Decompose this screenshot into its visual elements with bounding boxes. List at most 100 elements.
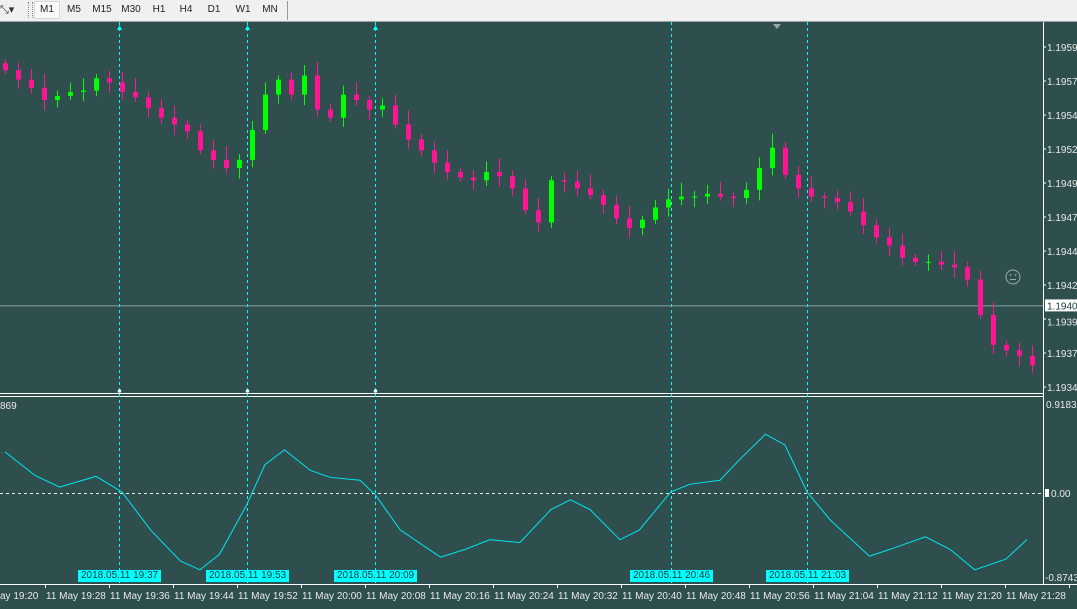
oscillator-line bbox=[4, 433, 1028, 571]
vline-top-marker[interactable] bbox=[373, 25, 378, 30]
candle-body bbox=[523, 188, 528, 211]
chart-tool-dropdown-icon[interactable]: ⤡▾ bbox=[0, 3, 15, 16]
time-label: 11 May 21:28 bbox=[1006, 591, 1066, 602]
time-label: 11 May 20:00 bbox=[302, 591, 362, 602]
timeframe-h1[interactable]: H1 bbox=[152, 4, 166, 15]
chart-shift-triangle-icon[interactable] bbox=[773, 24, 781, 29]
indicator-zero-marker bbox=[1045, 489, 1049, 497]
candle-body bbox=[484, 172, 489, 181]
candle-body bbox=[42, 87, 47, 101]
timeframe-m5[interactable]: M5 bbox=[67, 4, 81, 15]
candle-body bbox=[874, 225, 879, 238]
candle-body bbox=[302, 75, 307, 95]
candle-body bbox=[315, 75, 320, 110]
time-label: ay 19:20 bbox=[0, 591, 39, 602]
timeframe-toolbar: ⤡▾ M1 M5 M15 M30 H1 H4 D1 W1 MN bbox=[0, 0, 1077, 22]
candle-body bbox=[289, 79, 294, 95]
candle-body bbox=[757, 168, 762, 190]
price-tick-label: 1.1959 bbox=[1047, 43, 1077, 54]
time-label: 11 May 19:52 bbox=[238, 591, 298, 602]
timeframe-w1[interactable]: W1 bbox=[235, 4, 251, 15]
vline-bottom-marker[interactable] bbox=[373, 389, 378, 393]
price-tick-label: 1.1934 bbox=[1047, 383, 1077, 394]
candle-body bbox=[705, 193, 710, 197]
candle-body bbox=[978, 279, 983, 315]
candle-body bbox=[601, 195, 606, 205]
time-label: 11 May 21:20 bbox=[942, 591, 1002, 602]
time-label: 11 May 20:40 bbox=[622, 591, 682, 602]
oscillator-points bbox=[5, 434, 1027, 570]
vline-bottom-marker[interactable] bbox=[245, 389, 250, 393]
time-label: 11 May 19:44 bbox=[174, 591, 234, 602]
candle-body bbox=[1030, 355, 1035, 366]
candle-body bbox=[991, 314, 996, 345]
time-axis-ticks bbox=[45, 584, 1070, 588]
candle-body bbox=[94, 78, 99, 91]
candle-body bbox=[237, 159, 242, 169]
candle-body bbox=[887, 237, 892, 246]
candle-body bbox=[770, 147, 775, 169]
indicator-axis-max: 0.9183 bbox=[1046, 400, 1077, 411]
candle-body bbox=[406, 124, 411, 140]
candle-body bbox=[1017, 350, 1022, 356]
timeframe-m1[interactable]: M1 bbox=[34, 1, 60, 19]
candle-body bbox=[536, 210, 541, 223]
candle-body bbox=[783, 147, 788, 175]
candle-body bbox=[861, 211, 866, 226]
candle-body bbox=[55, 95, 60, 101]
candle-body bbox=[822, 196, 827, 198]
candle-body bbox=[809, 188, 814, 197]
vline-bottom-marker[interactable] bbox=[117, 389, 122, 393]
time-label: 11 May 21:04 bbox=[814, 591, 874, 602]
candle-body bbox=[133, 91, 138, 98]
toolbar-grip[interactable] bbox=[28, 2, 33, 18]
candle-body bbox=[614, 204, 619, 219]
chart-frame bbox=[0, 22, 1077, 585]
candle-body bbox=[354, 94, 359, 101]
timeframe-h4[interactable]: H4 bbox=[179, 4, 193, 15]
candle-body bbox=[68, 91, 73, 96]
candle-body bbox=[640, 219, 645, 228]
toolbar-separator bbox=[287, 1, 288, 20]
candle-body bbox=[432, 150, 437, 163]
price-tick-label: 1.1954 bbox=[1047, 111, 1077, 122]
candle-body bbox=[250, 129, 255, 160]
vline-top-marker[interactable] bbox=[245, 25, 250, 30]
candles bbox=[3, 59, 1035, 373]
current-price-box bbox=[1045, 299, 1077, 312]
candle-body bbox=[185, 124, 190, 132]
candle-body bbox=[3, 63, 8, 71]
timeframe-mn[interactable]: MN bbox=[262, 4, 278, 15]
candle-body bbox=[679, 196, 684, 200]
vline-time-marker: 2018.05.11 21:03 bbox=[766, 570, 850, 582]
candle-body bbox=[926, 261, 931, 263]
candle-body bbox=[497, 172, 502, 177]
candle-body bbox=[211, 150, 216, 160]
candle-body bbox=[900, 245, 905, 258]
vline-time-marker: 2018.05.11 20:09 bbox=[334, 570, 418, 582]
timeframe-m30[interactable]: M30 bbox=[121, 4, 141, 15]
time-label: 11 May 20:56 bbox=[750, 591, 810, 602]
candle-body bbox=[718, 193, 723, 197]
candle-body bbox=[16, 70, 21, 80]
candle-body bbox=[471, 177, 476, 181]
vline-time-marker: 2018.05.11 20:46 bbox=[630, 570, 714, 582]
candle-body bbox=[627, 218, 632, 228]
candle-body bbox=[393, 105, 398, 125]
candle-body bbox=[731, 196, 736, 198]
price-tick-label: 1.1942 bbox=[1047, 281, 1077, 292]
price-tick-label: 1.1944 bbox=[1047, 247, 1077, 258]
current-price-label: 1.1940 bbox=[1047, 301, 1077, 312]
candle-body bbox=[263, 94, 268, 130]
candle-body bbox=[835, 197, 840, 203]
candle-body bbox=[276, 79, 281, 95]
timeframe-d1[interactable]: D1 bbox=[207, 4, 221, 15]
time-label: 11 May 20:48 bbox=[686, 591, 746, 602]
vline-time-marker: 2018.05.11 19:37 bbox=[78, 570, 162, 582]
price-tick-label: 1.1952 bbox=[1047, 145, 1077, 156]
candle-body bbox=[549, 180, 554, 223]
timeframe-m15[interactable]: M15 bbox=[92, 4, 112, 15]
candle-body bbox=[965, 267, 970, 280]
vline-top-marker[interactable] bbox=[117, 25, 122, 30]
